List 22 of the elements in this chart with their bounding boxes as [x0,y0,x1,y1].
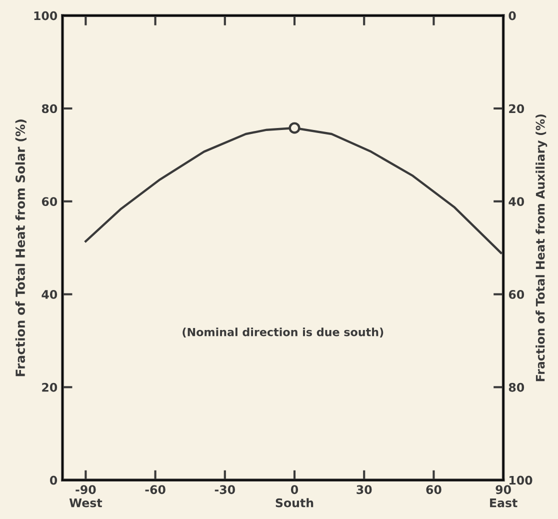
x-tick-label: 60 [426,485,442,494]
y-axis-title: Fraction of Total Heat from Solar (%) [15,120,26,376]
x-tick-label: 30 [356,485,372,494]
y-tick-label: 100 [34,11,58,20]
y2-tick-label: 20 [509,104,524,114]
y2-axis-title: Fraction of Total Heat from Auxiliary (%) [536,114,548,382]
annotation: (Nominal direction is due south) [182,328,384,338]
x-tick-label: -30 [214,485,236,494]
y-tick-label: 0 [50,476,58,485]
y2-tick-label: 80 [508,382,524,392]
x-tick-label: -60 [145,485,166,494]
x-tick-label: 0 South [276,485,314,508]
y2-tick-label: 100 [510,476,532,485]
y-tick-label: 40 [42,290,58,299]
x-tick-label: -90 West [69,485,102,508]
y-tick-label: 20 [42,382,58,392]
y-tick-label: 60 [42,197,58,206]
x-tick-label: 90 East [490,485,518,508]
y-tick-label: 80 [42,104,58,114]
y2-tick-label: 60 [508,290,524,299]
y2-tick-label: 0 [508,11,516,20]
y2-tick-label: 40 [508,197,524,206]
